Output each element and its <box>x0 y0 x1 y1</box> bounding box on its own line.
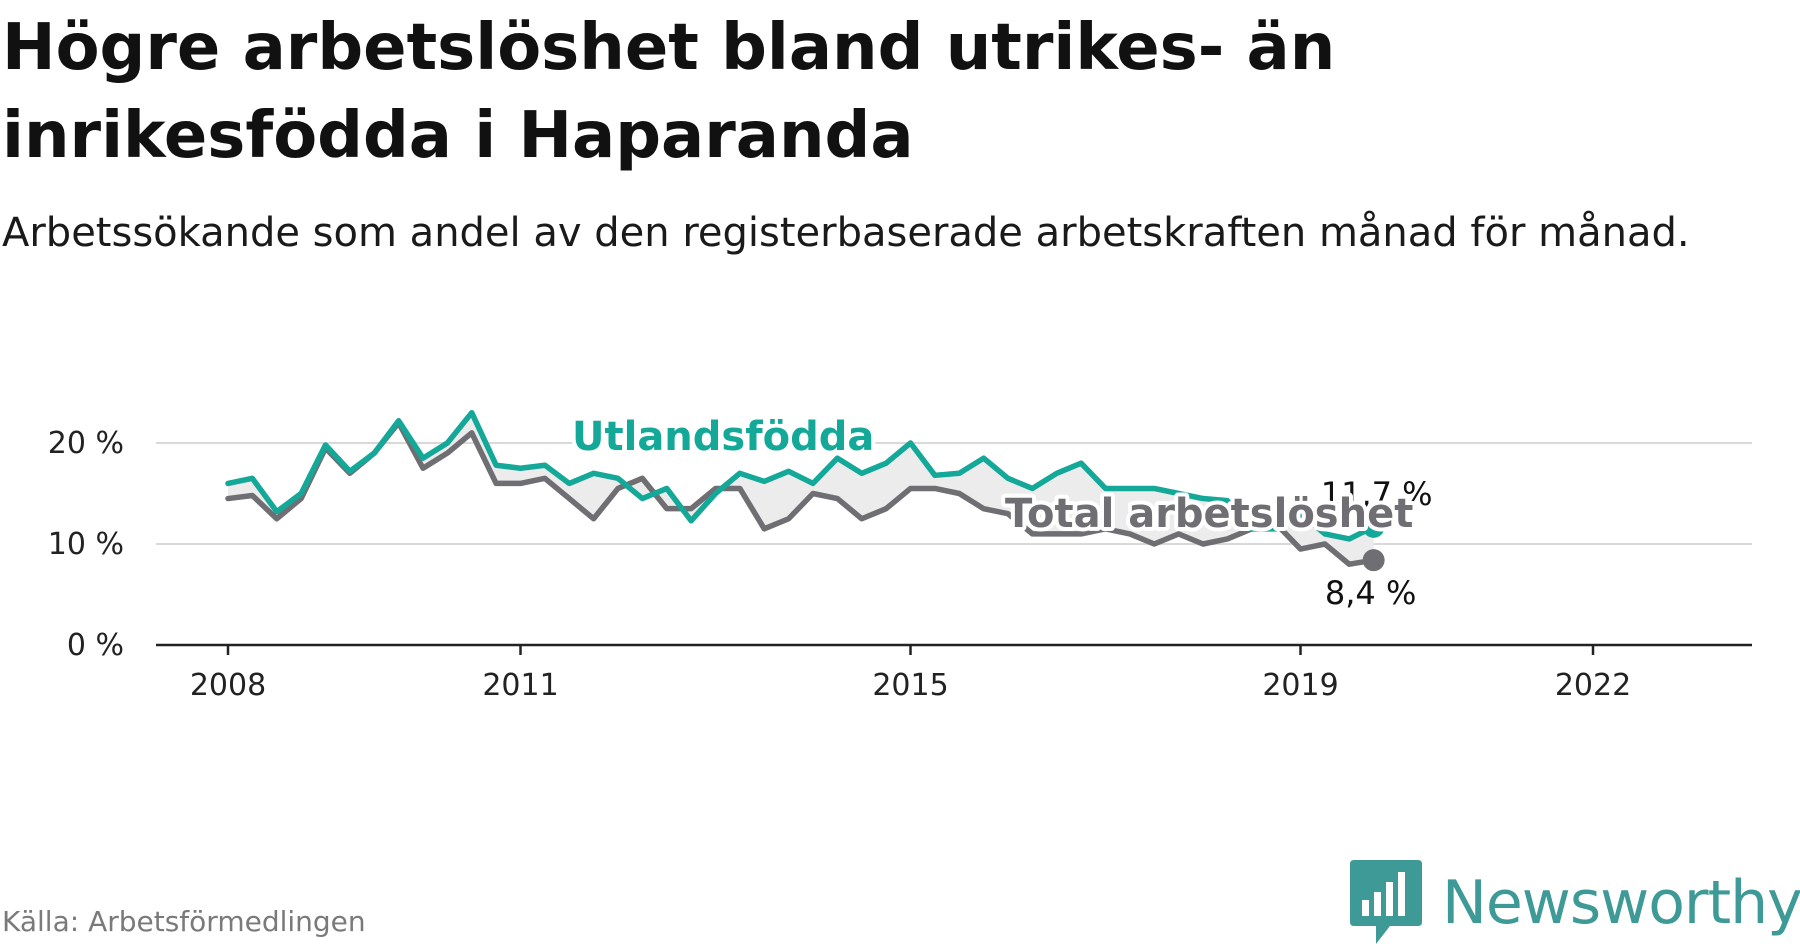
chart-subtitle: Arbetssökande som andel av den registerb… <box>2 210 1690 256</box>
y-tick-label: 20 % <box>48 426 124 461</box>
y-tick-label: 0 % <box>67 628 124 663</box>
series-line-utlandsfodda <box>225 409 1377 542</box>
series-label-total: Total arbetslöshet <box>1005 491 1413 537</box>
newsworthy-logo[interactable]: Newsworthy <box>1348 858 1800 948</box>
source-note: Källa: Arbetsförmedlingen <box>2 905 366 938</box>
labels: 0 % 10 % 20 % 2008 2011 2015 2019 2022 11,7 % 8,4… <box>48 410 1631 703</box>
gridlines <box>156 442 1752 545</box>
series-line-total <box>225 420 1377 567</box>
end-point-total <box>1362 549 1385 572</box>
brand-name: Newsworthy <box>1442 868 1800 938</box>
newsworthy-logo-icon <box>1350 860 1422 944</box>
x-tick-label: 2015 <box>872 668 948 703</box>
series-label-utlandsfodda: Utlandsfödda <box>572 414 874 460</box>
x-tick-label: 2008 <box>190 668 266 703</box>
line-chart: 0 % 10 % 20 % 2008 2011 2015 2019 2022 11,7 % 8,4… <box>48 409 1752 703</box>
x-tick-label: 2011 <box>482 668 558 703</box>
difference-area <box>228 412 1374 565</box>
x-tick-label: 2022 <box>1555 668 1631 703</box>
x-tick-label: 2019 <box>1262 668 1338 703</box>
y-tick-label: 10 % <box>48 527 124 562</box>
end-label-utlandsfodda: 11,7 % <box>1321 475 1433 513</box>
axes <box>156 643 1752 655</box>
series-lines <box>225 409 1385 572</box>
end-point-utlandsfodda <box>1362 515 1385 538</box>
difference-band <box>228 412 1374 565</box>
chart-title: Högre arbetslöshet bland utrikes- än inr… <box>2 11 1336 173</box>
end-label-total: 8,4 % <box>1325 574 1416 612</box>
